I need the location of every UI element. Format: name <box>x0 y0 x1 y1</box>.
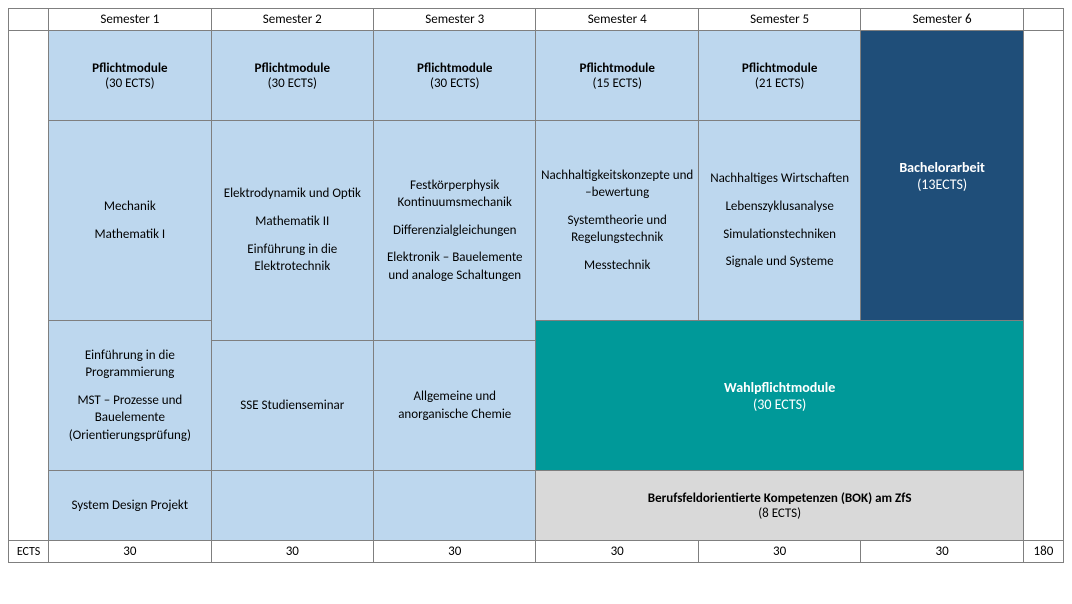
pflicht-title-row: Pflichtmodule (30 ECTS) Pflichtmodule (3… <box>9 31 1064 121</box>
course: Mechanik <box>53 198 206 216</box>
course: Mathematik I <box>53 226 206 244</box>
sem2-courses-a: Elektrodynamik und Optik Mathematik II E… <box>211 121 373 341</box>
sem1-courses-c: System Design Projekt <box>49 471 211 541</box>
pflicht-label: Pflichtmodule <box>92 61 167 76</box>
course: Systemtheorie und Regelungstechnik <box>540 212 693 247</box>
course: System Design Projekt <box>53 497 206 515</box>
course: Elektronik – Bauelemente und analoge Sch… <box>378 249 531 284</box>
header-blank-right <box>1023 9 1063 31</box>
thesis-label: Bachelorarbeit <box>899 159 985 176</box>
left-spacer <box>9 31 49 541</box>
pflicht-sem4-ects: (15 ECTS) <box>592 76 641 91</box>
course: SSE Studienseminar <box>216 397 369 415</box>
pflicht-sem2: Pflichtmodule (30 ECTS) <box>211 31 373 121</box>
header-sem5: Semester 5 <box>698 9 860 31</box>
course: Signale und Systeme <box>703 253 856 271</box>
ects-sem6: 30 <box>861 541 1023 563</box>
course: Nachhaltigkeitskonzepte und –bewertung <box>540 167 693 202</box>
course: Differenzialgleichungen <box>378 222 531 240</box>
ects-sem4: 30 <box>536 541 698 563</box>
pflicht-sem1-ects: (30 ECTS) <box>105 76 154 91</box>
pflicht-sem3-ects: (30 ECTS) <box>430 76 479 91</box>
sem2-courses-b: SSE Studienseminar <box>211 341 373 471</box>
sem3-courses-c <box>374 471 536 541</box>
pflicht-label: Pflichtmodule <box>255 61 330 76</box>
header-sem2: Semester 2 <box>211 9 373 31</box>
course: Lebenszyklusanalyse <box>703 198 856 216</box>
pflicht-label: Pflichtmodule <box>579 61 654 76</box>
header-sem3: Semester 3 <box>374 9 536 31</box>
wahl-ects: (30 ECTS) <box>753 396 806 413</box>
course: Messtechnik <box>540 257 693 275</box>
pflicht-label: Pflichtmodule <box>742 61 817 76</box>
course: Mathematik II <box>216 213 369 231</box>
sem1-courses-a: Mechanik Mathematik I <box>49 121 211 321</box>
pflicht-sem2-ects: (30 ECTS) <box>268 76 317 91</box>
bachelor-thesis-cell: Bachelorarbeit (13ECTS) <box>861 31 1023 321</box>
header-row: Semester 1 Semester 2 Semester 3 Semeste… <box>9 9 1064 31</box>
ects-footer-row: ECTS 30 30 30 30 30 30 180 <box>9 541 1064 563</box>
bok-ects: (8 ECTS) <box>758 506 801 521</box>
ects-sem2: 30 <box>211 541 373 563</box>
pflicht-sem3: Pflichtmodule (30 ECTS) <box>374 31 536 121</box>
course: Allgemeine und anorganische Chemie <box>378 388 531 423</box>
header-sem4: Semester 4 <box>536 9 698 31</box>
pflicht-sem1: Pflichtmodule (30 ECTS) <box>49 31 211 121</box>
courses-row-b-upper: Einführung in die Programmierung MST – P… <box>9 321 1064 341</box>
sem1-courses-b: Einführung in die Programmierung MST – P… <box>49 321 211 471</box>
right-spacer <box>1023 31 1063 541</box>
course: MST – Prozesse und Bauelemente (Orientie… <box>53 392 206 445</box>
wahl-label: Wahlpflichtmodule <box>724 379 835 396</box>
courses-row-c: System Design Projekt Berufsfeldorientie… <box>9 471 1064 541</box>
curriculum-table: Semester 1 Semester 2 Semester 3 Semeste… <box>8 8 1064 563</box>
pflicht-label: Pflichtmodule <box>417 61 492 76</box>
ects-label: ECTS <box>9 541 49 563</box>
course: Einführung in die Programmierung <box>53 347 206 382</box>
pflicht-sem5: Pflichtmodule (21 ECTS) <box>698 31 860 121</box>
wahlpflicht-cell: Wahlpflichtmodule (30 ECTS) <box>536 321 1023 471</box>
pflicht-sem4: Pflichtmodule (15 ECTS) <box>536 31 698 121</box>
bok-label: Berufsfeldorientierte Kompetenzen (BOK) … <box>648 491 912 506</box>
sem4-courses-a: Nachhaltigkeitskonzepte und –bewertung S… <box>536 121 698 321</box>
sem3-courses-b: Allgemeine und anorganische Chemie <box>374 341 536 471</box>
sem5-courses-a: Nachhaltiges Wirtschaften Lebenszyklusan… <box>698 121 860 321</box>
ects-sem1: 30 <box>49 541 211 563</box>
sem2-courses-c <box>211 471 373 541</box>
ects-sem3: 30 <box>374 541 536 563</box>
pflicht-sem5-ects: (21 ECTS) <box>755 76 804 91</box>
course: Simulationstechniken <box>703 226 856 244</box>
course: Einführung in die Elektrotechnik <box>216 241 369 276</box>
course: Festkörperphysik Kontinuumsmechanik <box>378 177 531 212</box>
thesis-ects: (13ECTS) <box>917 176 967 193</box>
header-sem1: Semester 1 <box>49 9 211 31</box>
sem3-courses-a: Festkörperphysik Kontinuumsmechanik Diff… <box>374 121 536 341</box>
bok-cell: Berufsfeldorientierte Kompetenzen (BOK) … <box>536 471 1023 541</box>
header-blank-left <box>9 9 49 31</box>
ects-total: 180 <box>1023 541 1063 563</box>
header-sem6: Semester 6 <box>861 9 1023 31</box>
course: Elektrodynamik und Optik <box>216 185 369 203</box>
ects-sem5: 30 <box>698 541 860 563</box>
course: Nachhaltiges Wirtschaften <box>703 170 856 188</box>
